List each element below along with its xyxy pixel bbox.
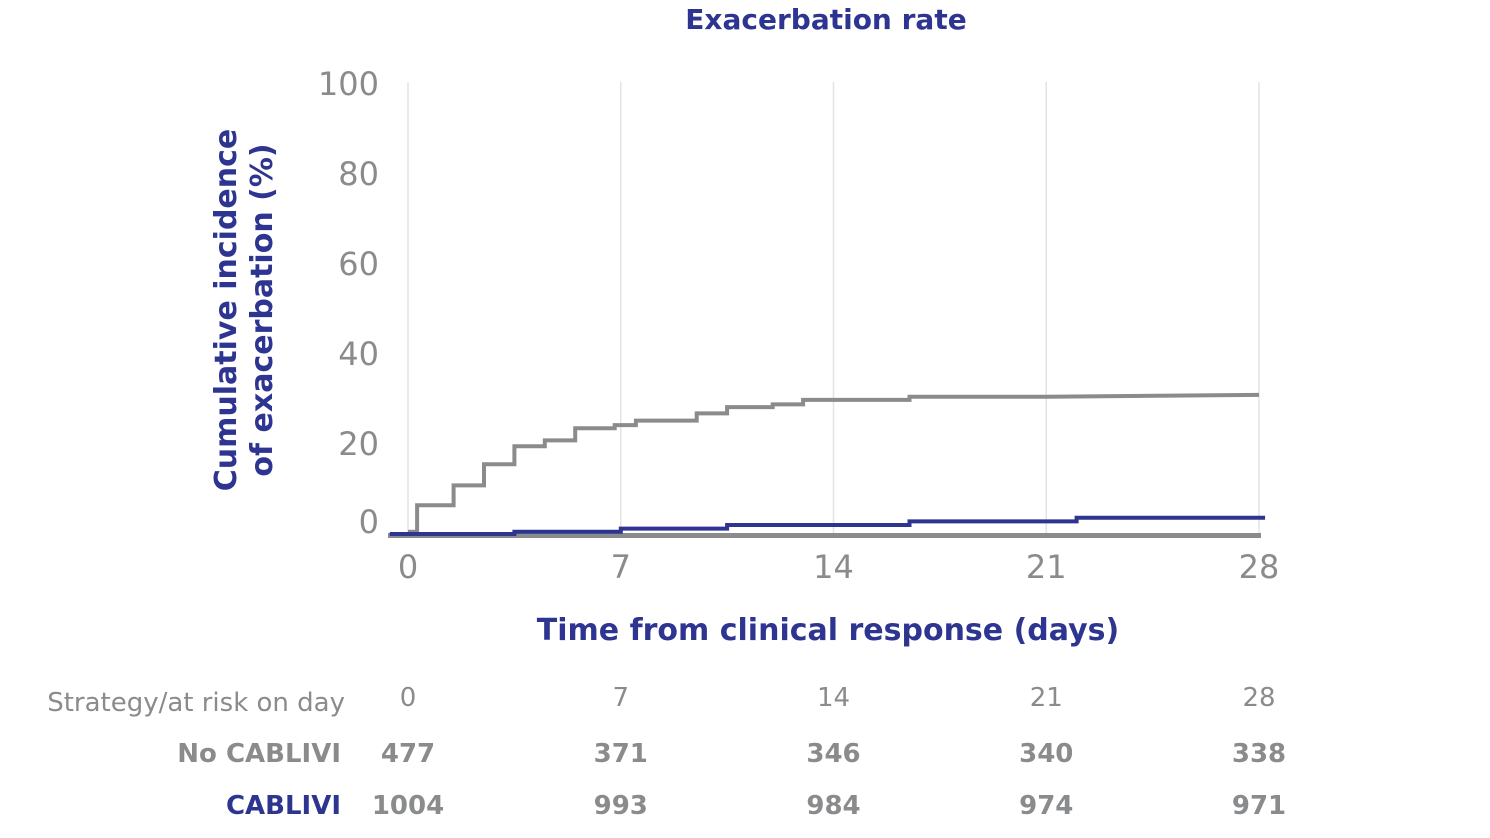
series-line-cablivi: [389, 515, 1266, 536]
plot-series: [389, 392, 1266, 536]
risk-day-label: 0: [400, 683, 417, 713]
risk-table-days: 0 7 14 21 28: [400, 683, 1276, 713]
y-tick-label: 80: [338, 155, 379, 193]
x-tick-label: 14: [813, 548, 854, 586]
risk-value: 974: [1019, 791, 1073, 821]
y-axis-title-line2: of exacerbation (%): [245, 143, 280, 476]
risk-table: Strategy/at risk on day 0 7 14 21 28 No CABL…: [47, 683, 1286, 821]
y-tick-label: 0: [359, 503, 379, 541]
risk-value: 338: [1232, 739, 1286, 769]
y-axis-title: Cumulative incidence of exacerbation (%): [209, 129, 280, 492]
x-tick-label: 28: [1239, 548, 1280, 586]
x-tick-label: 21: [1026, 548, 1067, 586]
series-line-no-cablivi: [408, 392, 1260, 534]
x-axis: 0 7 14 21 28: [388, 533, 1280, 586]
gridlines: [407, 82, 1260, 534]
risk-day-label: 28: [1242, 683, 1275, 713]
risk-row-label-no-cablivi: No CABLIVI: [177, 739, 341, 769]
chart-title: Exacerbation rate: [685, 3, 966, 36]
risk-value: 1004: [372, 791, 444, 821]
y-tick-label: 100: [318, 65, 379, 103]
y-axis-title-line1: Cumulative incidence: [209, 129, 244, 492]
risk-table-values: 477 371 346 340 338 1004 993 984 974 971: [372, 739, 1286, 821]
risk-value: 477: [381, 739, 435, 769]
y-tick-label: 60: [338, 245, 379, 283]
y-tick-label: 20: [338, 425, 379, 463]
x-axis-title: Time from clinical response (days): [537, 613, 1119, 648]
x-tick-label: 0: [398, 548, 418, 586]
risk-row-label-cablivi: CABLIVI: [226, 791, 341, 821]
risk-day-label: 21: [1030, 683, 1063, 713]
y-tick-label: 40: [338, 335, 379, 373]
risk-day-label: 14: [817, 683, 850, 713]
risk-value: 340: [1019, 739, 1073, 769]
y-axis: 100 80 60 40 20 0: [318, 65, 379, 541]
x-tick-label: 7: [611, 548, 631, 586]
risk-value: 993: [594, 791, 648, 821]
risk-table-header: Strategy/at risk on day: [47, 688, 345, 718]
risk-day-label: 7: [612, 683, 629, 713]
risk-value: 984: [806, 791, 860, 821]
risk-value: 971: [1232, 791, 1286, 821]
risk-value: 346: [806, 739, 860, 769]
risk-value: 371: [594, 739, 648, 769]
